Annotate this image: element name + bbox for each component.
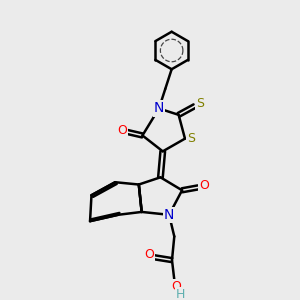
- Text: S: S: [187, 132, 195, 145]
- Text: O: O: [117, 124, 127, 137]
- Text: N: N: [154, 101, 164, 116]
- Text: N: N: [164, 208, 174, 222]
- Text: O: O: [171, 280, 181, 293]
- Text: O: O: [199, 179, 209, 193]
- Text: S: S: [196, 98, 204, 110]
- Text: O: O: [144, 248, 154, 261]
- Text: H: H: [176, 288, 185, 300]
